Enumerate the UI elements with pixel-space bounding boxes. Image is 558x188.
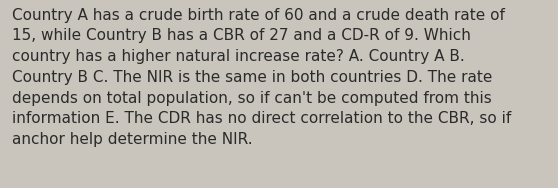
Text: Country A has a crude birth rate of 60 and a crude death rate of
15, while Count: Country A has a crude birth rate of 60 a… (12, 8, 512, 147)
